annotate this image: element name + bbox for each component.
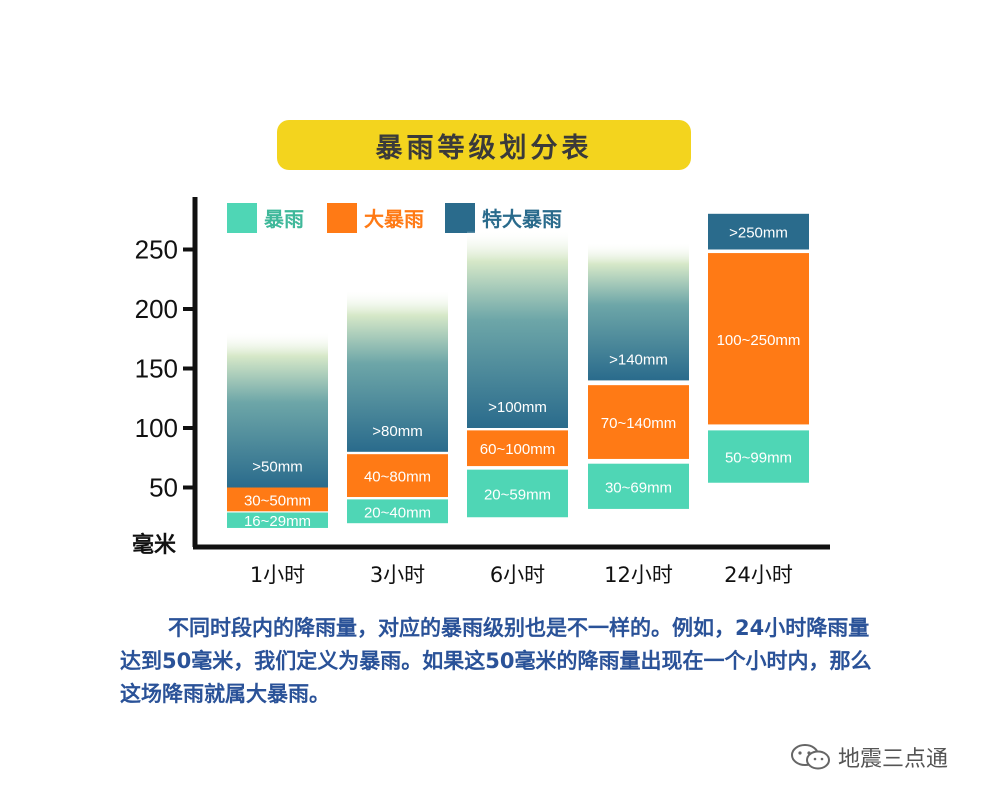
- bar-segment-label: 30~69mm: [605, 479, 672, 496]
- bar-segment: [227, 487, 328, 512]
- bar-segment: [467, 469, 568, 518]
- x-category-label: 1小时: [250, 563, 305, 587]
- legend-swatch: [227, 203, 257, 233]
- bar-segment-label: 40~80mm: [364, 469, 431, 486]
- bar-segment: [347, 291, 448, 452]
- bar-segment-label: >50mm: [252, 459, 302, 476]
- y-tick-label: 250: [135, 235, 178, 265]
- bar-segment: [588, 385, 689, 459]
- bar-segment-label: 60~100mm: [480, 441, 555, 458]
- bar-segment-label: 16~29mm: [244, 513, 311, 530]
- y-axis-unit: 毫米: [132, 532, 177, 558]
- x-category-label: 3小时: [370, 563, 425, 587]
- bar-segment: [347, 454, 448, 498]
- bar-segment-label: >250mm: [729, 225, 788, 242]
- legend-swatch: [327, 203, 357, 233]
- bar-segment-label: >140mm: [609, 351, 668, 368]
- bar-segment-label: 20~59mm: [484, 486, 551, 503]
- legend-swatch: [445, 203, 475, 233]
- y-tick-label: 100: [135, 413, 178, 443]
- bar-segment: [708, 253, 809, 425]
- bar-segment-label: >80mm: [372, 423, 422, 440]
- bar-segment: [708, 213, 809, 250]
- bar-segment: [588, 243, 689, 381]
- bar-segment: [708, 430, 809, 483]
- x-category-label: 6小时: [490, 563, 545, 587]
- bar-segment: [467, 430, 568, 467]
- watermark: 地震三点通: [790, 742, 948, 772]
- bar-segment: [227, 332, 328, 488]
- y-tick-label: 150: [135, 354, 178, 384]
- bar-segment-label: 20~40mm: [364, 504, 431, 521]
- y-tick-label: 50: [149, 473, 178, 503]
- bar-segment: [227, 512, 328, 528]
- watermark-text: 地震三点通: [838, 747, 949, 772]
- legend-label: 暴雨: [264, 207, 304, 231]
- bar-segment-label: 30~50mm: [244, 492, 311, 509]
- bar-segment: [588, 463, 689, 509]
- bar-segment: [467, 231, 568, 428]
- rainfall-chart: 50 100 150 200 250 毫米 暴雨 大暴雨 特大暴雨 16~29mm 30~50mm >…: [132, 197, 830, 587]
- bar-segment-label: 100~250mm: [717, 332, 801, 349]
- legend-label: 大暴雨: [364, 207, 424, 231]
- y-tick-label: 200: [135, 294, 178, 324]
- x-category-label: 24小时: [724, 563, 793, 587]
- bar-segment-label: >100mm: [488, 399, 547, 416]
- chart-title: 暴雨等级划分表: [277, 120, 691, 170]
- bar-segment-label: 70~140mm: [601, 415, 676, 432]
- bar-segment-label: 50~99mm: [725, 450, 792, 467]
- wechat-icon: [791, 744, 830, 770]
- caption-text: 不同时段内的降雨量，对应的暴雨级别也是不一样的。例如，24小时降雨量达到50毫米…: [120, 616, 872, 706]
- legend-label: 特大暴雨: [482, 207, 562, 231]
- x-category-label: 12小时: [604, 563, 673, 587]
- bar-segment: [347, 499, 448, 524]
